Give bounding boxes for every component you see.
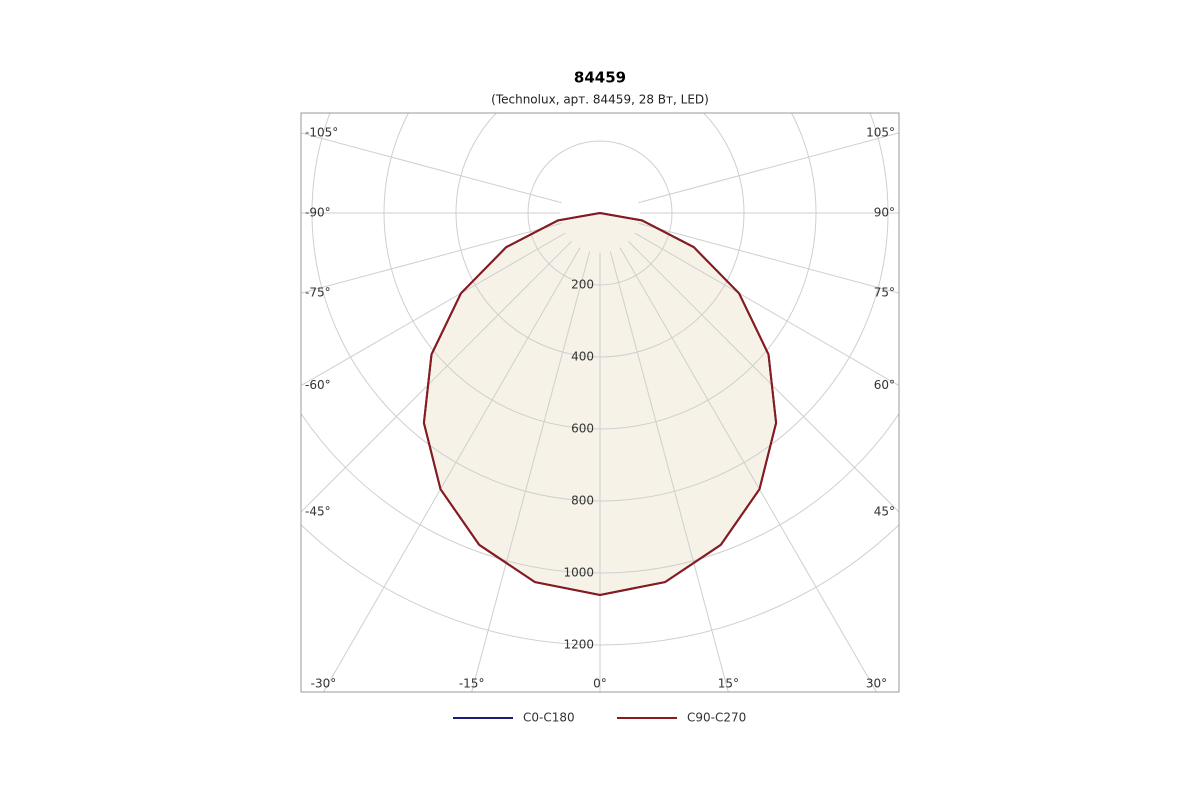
angle-tick-label: -15° [459, 677, 485, 691]
angle-tick-label: -45° [305, 505, 331, 519]
intensity-curve [422, 212, 778, 596]
r-tick-label: 1200 [563, 638, 594, 652]
grid-ray [471, 251, 591, 692]
angle-tick-label: -90° [305, 206, 331, 220]
angle-tick-label: -30° [311, 677, 337, 691]
grid-ray [634, 232, 899, 387]
angle-tick-label: 75° [874, 286, 895, 300]
grid-ray [619, 247, 877, 692]
grid-ray [638, 132, 899, 204]
angle-tick-label: 0° [593, 677, 607, 691]
angle-tick-label: -60° [305, 378, 331, 392]
grid-ray [301, 132, 562, 204]
plot-area [301, 113, 899, 692]
grid-ray [638, 222, 899, 294]
legend-label: C90-C270 [687, 711, 746, 725]
r-tick-label: 1000 [563, 566, 594, 580]
grid-ray [301, 232, 566, 387]
angle-tick-label: 45° [874, 505, 895, 519]
grid-ray [609, 251, 729, 692]
r-tick-label: 400 [571, 350, 594, 364]
angle-tick-label: 60° [874, 378, 895, 392]
angle-tick-label: 105° [866, 125, 895, 139]
plot-frame [300, 112, 900, 693]
grid-ray [301, 222, 562, 294]
legend-label: C0-C180 [523, 711, 575, 725]
labels: 200 400 600 800 1000 1200 -105° -90° -75° -60° -45… [305, 125, 895, 690]
grid-ray [323, 247, 581, 692]
r-tick-label: 600 [571, 422, 594, 436]
angle-tick-label: -75° [305, 286, 331, 300]
angle-tick-label: 15° [718, 677, 739, 691]
angle-tick-label: 30° [866, 677, 887, 691]
r-tick-label: 800 [571, 494, 594, 508]
chart-subtitle: (Technolux, арт. 84459, 28 Вт, LED) [491, 93, 709, 107]
angle-tick-label: 90° [874, 206, 895, 220]
chart-title: 84459 [574, 69, 626, 87]
angle-tick-label: -105° [305, 125, 338, 139]
grid-ray [627, 240, 899, 513]
grid-ray [301, 240, 573, 513]
r-tick-label: 200 [571, 278, 594, 292]
